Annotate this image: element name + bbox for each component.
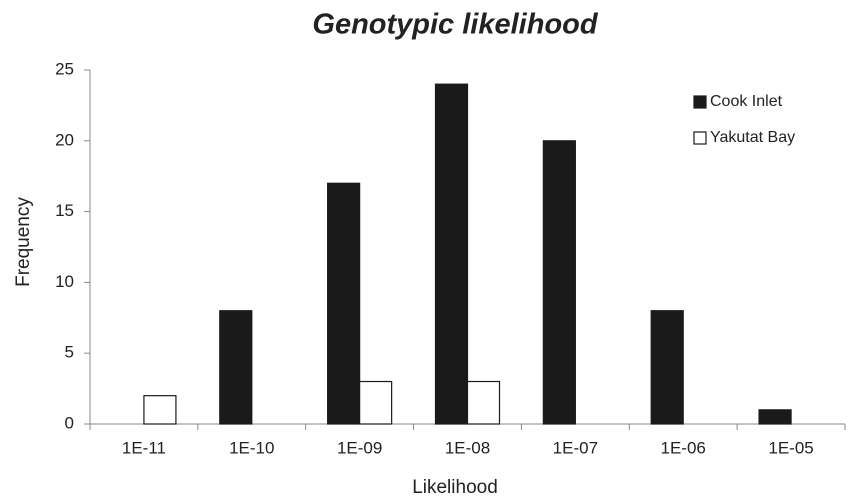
bar [542, 140, 576, 425]
x-tick-label: 1E-10 [229, 438, 274, 457]
bar [359, 380, 393, 425]
bar [143, 395, 177, 425]
bar [650, 310, 684, 425]
y-tick-label: 20 [55, 130, 74, 149]
legend-swatch [693, 131, 707, 145]
x-tick-label: 1E-09 [337, 438, 382, 457]
legend-label: Cook Inlet [710, 93, 783, 110]
bar [758, 409, 792, 425]
bar [466, 380, 501, 425]
x-tick-label: 1E-05 [768, 438, 813, 457]
x-axis-label: Likelihood [412, 477, 498, 498]
bar [219, 310, 253, 425]
y-tick-label: 0 [65, 413, 74, 432]
x-tick-label: 1E-11 [122, 438, 166, 457]
y-tick-label: 5 [65, 343, 74, 362]
legend-label: Yakutat Bay [710, 129, 795, 146]
y-tick-label: 10 [55, 272, 74, 291]
x-tick-label: 1E-08 [445, 438, 490, 457]
bar [327, 182, 361, 425]
x-tick-label: 1E-07 [553, 438, 598, 457]
legend-swatch [693, 95, 707, 109]
y-tick-label: 25 [55, 59, 74, 78]
x-tick-label: 1E-06 [661, 438, 706, 457]
chart-title: Genotypic likelihood [312, 9, 598, 41]
y-tick-label: 15 [55, 201, 74, 220]
y-axis-label: Frequency [13, 197, 34, 287]
bar [434, 83, 469, 425]
